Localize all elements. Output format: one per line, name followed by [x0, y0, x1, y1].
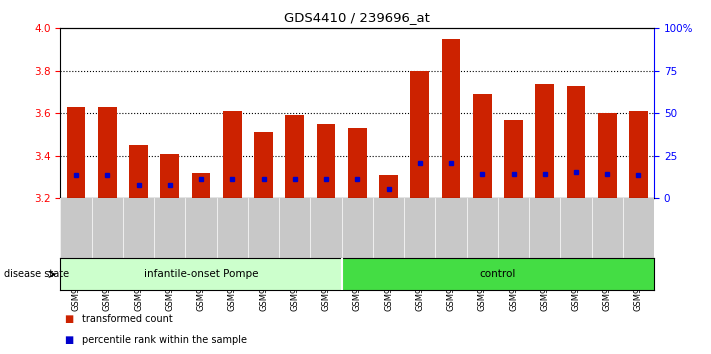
Bar [504, 120, 523, 198]
Bar [161, 154, 179, 198]
Text: ■: ■ [64, 335, 73, 345]
Bar [285, 115, 304, 198]
Bar [129, 145, 148, 198]
Bar [598, 113, 616, 198]
Text: percentile rank within the sample: percentile rank within the sample [82, 335, 247, 345]
Bar [348, 128, 367, 198]
Bar [410, 71, 429, 198]
Bar [192, 173, 210, 198]
Text: control: control [480, 269, 516, 279]
Bar [316, 124, 336, 198]
Bar [379, 175, 398, 198]
Text: transformed count: transformed count [82, 314, 173, 324]
Text: ■: ■ [64, 314, 73, 324]
Text: GDS4410 / 239696_at: GDS4410 / 239696_at [284, 11, 430, 24]
Bar [223, 111, 242, 198]
Text: disease state: disease state [4, 269, 69, 279]
Bar [442, 39, 461, 198]
Text: infantile-onset Pompe: infantile-onset Pompe [144, 269, 258, 279]
Bar [629, 111, 648, 198]
Bar [60, 258, 342, 290]
Bar [567, 86, 585, 198]
Bar [254, 132, 273, 198]
Bar [98, 107, 117, 198]
Bar [67, 107, 85, 198]
Bar [342, 258, 654, 290]
Bar [535, 84, 554, 198]
Bar [473, 94, 491, 198]
